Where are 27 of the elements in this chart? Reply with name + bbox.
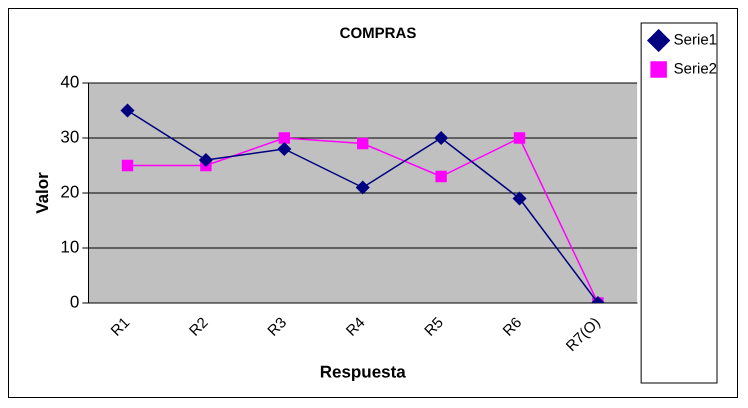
point [434,131,448,145]
point [357,138,368,150]
x-axis-title: Respuesta [320,362,406,382]
point [278,132,290,144]
x-tick-label: R2 [186,314,212,340]
y-axis-title: Valor [32,172,52,214]
legend-label: Serie2 [674,60,717,78]
point [514,132,526,144]
point [199,153,213,167]
x-tick-label: R1 [108,314,134,340]
x-tick-label: R4 [342,314,368,340]
point [356,180,370,194]
chart-title: COMPRAS [340,25,416,42]
point [512,192,526,206]
y-tick-label: 10 [60,238,80,257]
point [122,160,134,172]
point [278,142,292,156]
y-tick-label: 20 [60,182,80,202]
y-tick-label: 0 [70,292,80,312]
y-tick-label: 40 [60,72,80,92]
x-tick-label: R6 [500,314,526,340]
point [435,170,447,182]
point [120,104,134,118]
x-tick-label: R3 [264,314,290,340]
y-tick-label: 30 [60,128,80,147]
x-tick-label: R5 [421,314,447,340]
legend-label: Serie1 [674,32,717,49]
